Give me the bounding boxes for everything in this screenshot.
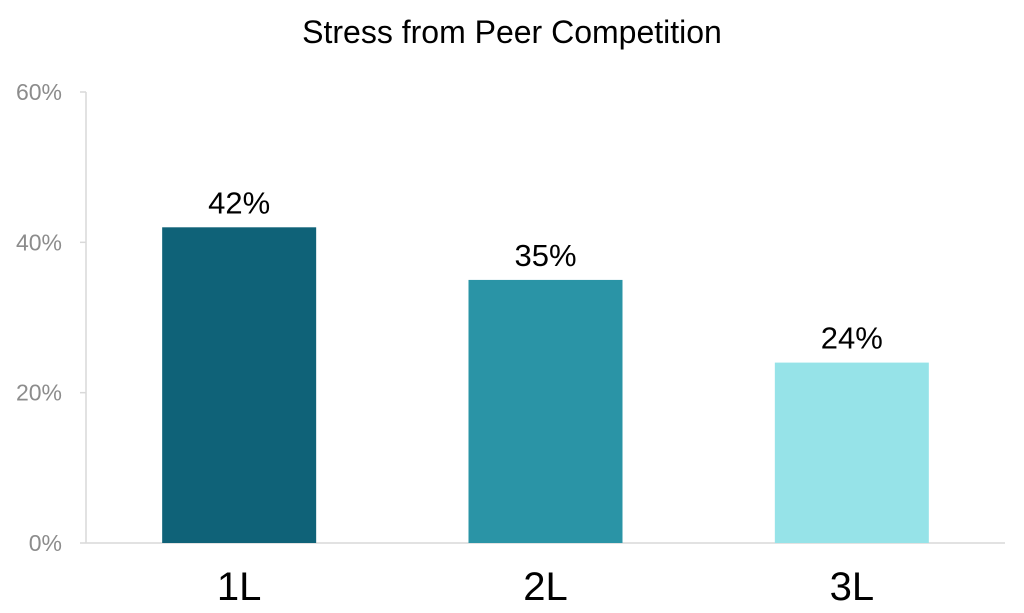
data-label-3l: 24% <box>821 321 883 356</box>
y-tick-label: 40% <box>16 229 62 255</box>
x-tick-label-1l: 1L <box>217 565 262 609</box>
x-tick-label-3l: 3L <box>830 565 875 609</box>
bar-2l <box>468 279 623 543</box>
y-tick-label: 0% <box>29 530 62 556</box>
x-tick-label-2l: 2L <box>523 565 568 609</box>
bar-1l <box>162 227 317 544</box>
chart-title: Stress from Peer Competition <box>302 14 722 50</box>
y-axis-ticks: 0% 20% 40% 60% <box>16 79 86 556</box>
y-tick-label: 20% <box>16 380 62 406</box>
data-label-2l: 35% <box>514 238 576 273</box>
bars <box>162 227 929 544</box>
y-tick-label: 60% <box>16 79 62 105</box>
data-label-1l: 42% <box>208 185 270 220</box>
x-axis-ticks: 1L 2L 3L <box>217 565 874 609</box>
bar-3l <box>774 362 929 543</box>
data-labels: 42% 35% 24% <box>208 185 883 355</box>
